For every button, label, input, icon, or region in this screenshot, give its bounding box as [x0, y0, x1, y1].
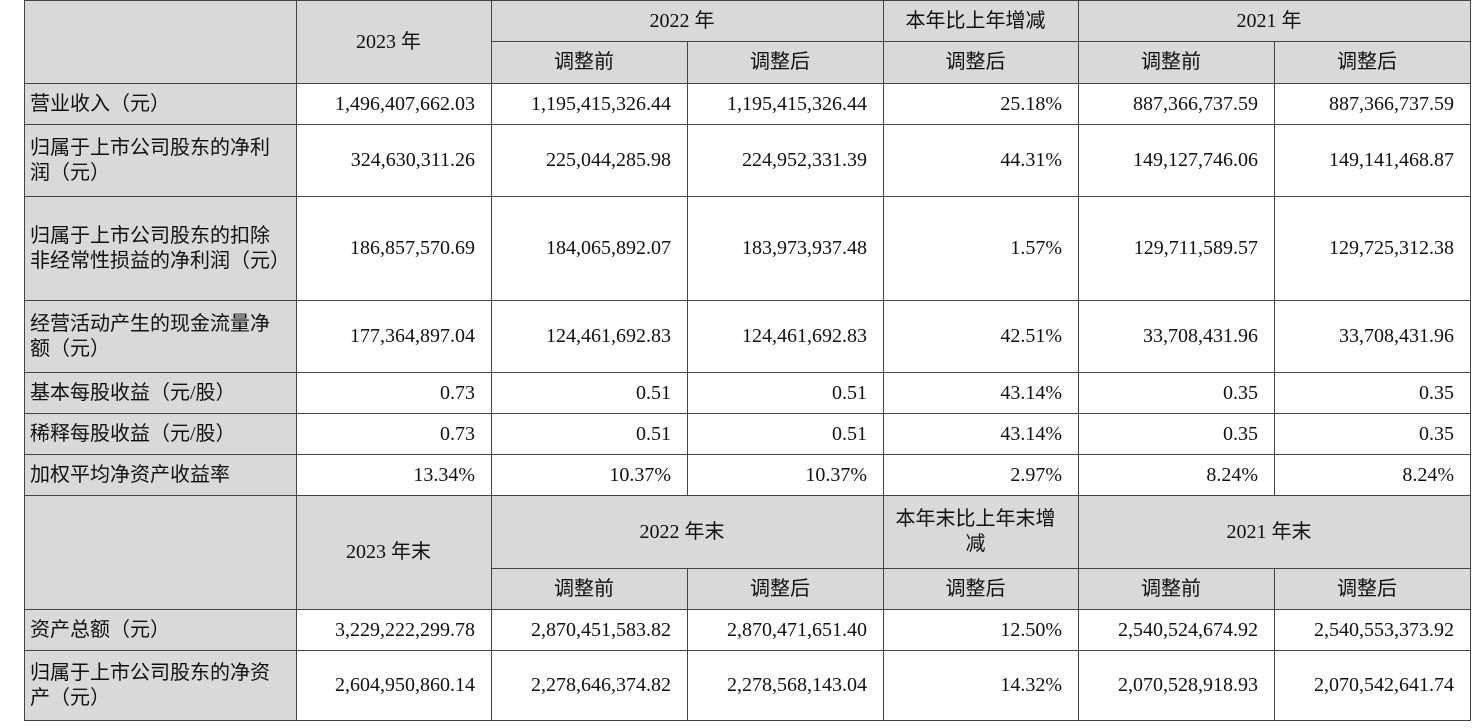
table-row-net-profit: 归属于上市公司股东的净利润（元） 324,630,311.26 225,044,… [24, 124, 1471, 197]
value-cell: 129,711,589.57 [1078, 196, 1275, 301]
table-row-operating-revenue: 营业收入（元） 1,496,407,662.03 1,195,415,326.4… [24, 83, 1471, 125]
value-cell: 0.51 [491, 372, 688, 414]
table-row-net-assets: 归属于上市公司股东的净资产（元） 2,604,950,860.14 2,278,… [24, 650, 1471, 721]
change-cell: 43.14% [883, 413, 1079, 455]
value-cell: 887,366,737.59 [1274, 83, 1471, 125]
value-cell: 33,708,431.96 [1078, 300, 1275, 373]
header-yoy-change: 本年末比上年末增减 [883, 495, 1079, 569]
subheader-before-adjustment: 调整前 [1078, 41, 1275, 84]
header-blank-cell [24, 495, 297, 610]
change-cell: 25.18% [883, 83, 1079, 125]
value-cell: 2,604,950,860.14 [296, 650, 492, 721]
value-cell: 225,044,285.98 [491, 124, 688, 197]
header-year-end-2021: 2021 年末 [1078, 495, 1471, 569]
change-cell: 42.51% [883, 300, 1079, 373]
row-label: 归属于上市公司股东的净资产（元） [24, 650, 297, 721]
value-cell: 183,973,937.48 [687, 196, 884, 301]
value-cell: 2,278,568,143.04 [687, 650, 884, 721]
value-cell: 149,127,746.06 [1078, 124, 1275, 197]
row-label: 归属于上市公司股东的净利润（元） [24, 124, 297, 197]
subheader-after-adjustment: 调整后 [883, 41, 1079, 84]
table-row-total-assets: 资产总额（元） 3,229,222,299.78 2,870,451,583.8… [24, 609, 1471, 651]
value-cell: 1,195,415,326.44 [687, 83, 884, 125]
header-year-end-2023: 2023 年末 [296, 495, 492, 610]
subheader-before-adjustment: 调整前 [491, 41, 688, 84]
section1-header-row-2: 调整前 调整后 调整后 调整前 调整后 [25, 41, 1471, 84]
value-cell: 2,870,451,583.82 [491, 609, 688, 651]
header-year-2021: 2021 年 [1078, 0, 1471, 42]
value-cell: 2,540,524,674.92 [1078, 609, 1275, 651]
header-year-end-2022: 2022 年末 [491, 495, 884, 569]
subheader-before-adjustment: 调整前 [491, 568, 688, 610]
value-cell: 0.51 [687, 413, 884, 455]
value-cell: 324,630,311.26 [296, 124, 492, 197]
row-label: 营业收入（元） [24, 83, 297, 125]
value-cell: 1,496,407,662.03 [296, 83, 492, 125]
value-cell: 184,065,892.07 [491, 196, 688, 301]
change-cell: 44.31% [883, 124, 1079, 197]
value-cell: 129,725,312.38 [1274, 196, 1471, 301]
value-cell: 1,195,415,326.44 [491, 83, 688, 125]
subheader-after-adjustment: 调整后 [1274, 41, 1471, 84]
value-cell: 2,070,528,918.93 [1078, 650, 1275, 721]
change-cell: 14.32% [883, 650, 1079, 721]
table-row-net-profit-deducted: 归属于上市公司股东的扣除非经常性损益的净利润（元） 186,857,570.69… [24, 196, 1471, 301]
change-cell: 2.97% [883, 454, 1079, 496]
subheader-after-adjustment: 调整后 [1274, 568, 1471, 610]
table-row-diluted-eps: 稀释每股收益（元/股） 0.73 0.51 0.51 43.14% 0.35 0… [24, 413, 1471, 455]
value-cell: 2,870,471,651.40 [687, 609, 884, 651]
value-cell: 0.73 [296, 413, 492, 455]
change-cell: 12.50% [883, 609, 1079, 651]
table-row-basic-eps: 基本每股收益（元/股） 0.73 0.51 0.51 43.14% 0.35 0… [24, 372, 1471, 414]
value-cell: 2,540,553,373.92 [1274, 609, 1471, 651]
subheader-after-adjustment: 调整后 [687, 41, 884, 84]
row-label: 基本每股收益（元/股） [24, 372, 297, 414]
value-cell: 177,364,897.04 [296, 300, 492, 373]
value-cell: 0.35 [1274, 372, 1471, 414]
change-cell: 43.14% [883, 372, 1079, 414]
value-cell: 0.35 [1078, 372, 1275, 414]
value-cell: 8.24% [1078, 454, 1275, 496]
section2-header-row-1: 2023 年末 2022 年末 本年末比上年末增减 2021 年末 [24, 495, 1471, 610]
subheader-after-adjustment: 调整后 [687, 568, 884, 610]
header-yoy-change: 本年比上年增减 [883, 0, 1079, 42]
value-cell: 0.73 [296, 372, 492, 414]
section1-header-row-1: 2023 年 2022 年 本年比上年增减 2021 年 [24, 0, 1471, 84]
value-cell: 0.35 [1078, 413, 1275, 455]
value-cell: 10.37% [491, 454, 688, 496]
row-label: 稀释每股收益（元/股） [24, 413, 297, 455]
value-cell: 0.35 [1274, 413, 1471, 455]
value-cell: 186,857,570.69 [296, 196, 492, 301]
header-year-2023: 2023 年 [296, 0, 492, 84]
value-cell: 10.37% [687, 454, 884, 496]
table-row-weighted-roe: 加权平均净资产收益率 13.34% 10.37% 10.37% 2.97% 8.… [24, 454, 1471, 496]
value-cell: 3,229,222,299.78 [296, 609, 492, 651]
table-row-operating-cash-flow: 经营活动产生的现金流量净额（元） 177,364,897.04 124,461,… [24, 300, 1471, 373]
row-label: 加权平均净资产收益率 [24, 454, 297, 496]
value-cell: 33,708,431.96 [1274, 300, 1471, 373]
value-cell: 149,141,468.87 [1274, 124, 1471, 197]
header-blank-cell [24, 0, 297, 84]
value-cell: 8.24% [1274, 454, 1471, 496]
value-cell: 124,461,692.83 [491, 300, 688, 373]
subheader-before-adjustment: 调整前 [1078, 568, 1275, 610]
financial-data-table: 2023 年 2022 年 本年比上年增减 2021 年 调整前 调整后 调整后… [24, 0, 1471, 721]
value-cell: 2,070,542,641.74 [1274, 650, 1471, 721]
header-year-2022: 2022 年 [491, 0, 884, 42]
value-cell: 887,366,737.59 [1078, 83, 1275, 125]
subheader-after-adjustment: 调整后 [883, 568, 1079, 610]
value-cell: 124,461,692.83 [687, 300, 884, 373]
change-cell: 1.57% [883, 196, 1079, 301]
row-label: 经营活动产生的现金流量净额（元） [24, 300, 297, 373]
value-cell: 2,278,646,374.82 [491, 650, 688, 721]
row-label: 资产总额（元） [24, 609, 297, 651]
value-cell: 0.51 [687, 372, 884, 414]
section2-header-row-2: 调整前 调整后 调整后 调整前 调整后 [25, 568, 1471, 610]
value-cell: 224,952,331.39 [687, 124, 884, 197]
value-cell: 13.34% [296, 454, 492, 496]
row-label: 归属于上市公司股东的扣除非经常性损益的净利润（元） [24, 196, 297, 301]
value-cell: 0.51 [491, 413, 688, 455]
